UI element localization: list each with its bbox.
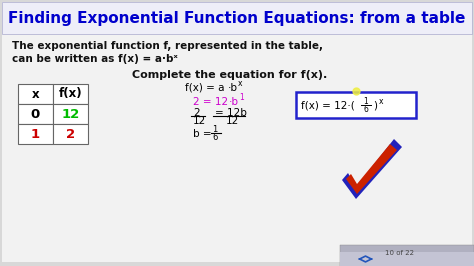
Text: 12: 12 [226,116,239,126]
Text: ·b: ·b [228,83,238,93]
Text: b =: b = [193,129,215,139]
Text: Finding Exponential Function Equations: from a table: Finding Exponential Function Equations: … [8,10,465,26]
Text: 2: 2 [66,127,75,140]
Text: 12: 12 [193,116,206,126]
FancyBboxPatch shape [340,245,474,266]
FancyBboxPatch shape [53,84,88,104]
Text: x: x [238,80,243,89]
Text: ): ) [373,100,377,110]
FancyBboxPatch shape [296,92,416,118]
FancyBboxPatch shape [2,2,472,34]
Text: 2: 2 [193,108,200,118]
Text: x: x [379,97,383,106]
FancyBboxPatch shape [18,104,53,124]
Text: 0: 0 [31,107,40,120]
Text: f(x) = 12·(: f(x) = 12·( [301,100,355,110]
Text: 6: 6 [364,105,368,114]
FancyBboxPatch shape [53,124,88,144]
Text: The exponential function f, represented in the table,: The exponential function f, represented … [12,41,323,51]
Text: 1: 1 [212,126,217,135]
Text: 12: 12 [61,107,80,120]
Text: ·b: ·b [229,97,239,107]
Text: 1: 1 [364,98,368,106]
FancyBboxPatch shape [18,84,53,104]
Text: can be written as f(x) = a·bˣ: can be written as f(x) = a·bˣ [12,54,178,64]
Text: 1: 1 [239,94,244,102]
FancyBboxPatch shape [340,252,474,266]
Text: 10 of 22: 10 of 22 [385,250,414,256]
FancyBboxPatch shape [53,104,88,124]
Text: = 12b: = 12b [215,108,247,118]
FancyBboxPatch shape [2,2,472,262]
Text: 2 = 12: 2 = 12 [193,97,228,107]
Text: 1: 1 [31,127,40,140]
Polygon shape [342,139,402,199]
Text: x: x [32,88,39,101]
Text: 6: 6 [212,132,218,142]
FancyBboxPatch shape [18,124,53,144]
Polygon shape [346,144,397,194]
Text: Complete the equation for f(x).: Complete the equation for f(x). [132,70,328,80]
Text: f(x) = a: f(x) = a [185,83,225,93]
Text: f(x): f(x) [59,88,82,101]
